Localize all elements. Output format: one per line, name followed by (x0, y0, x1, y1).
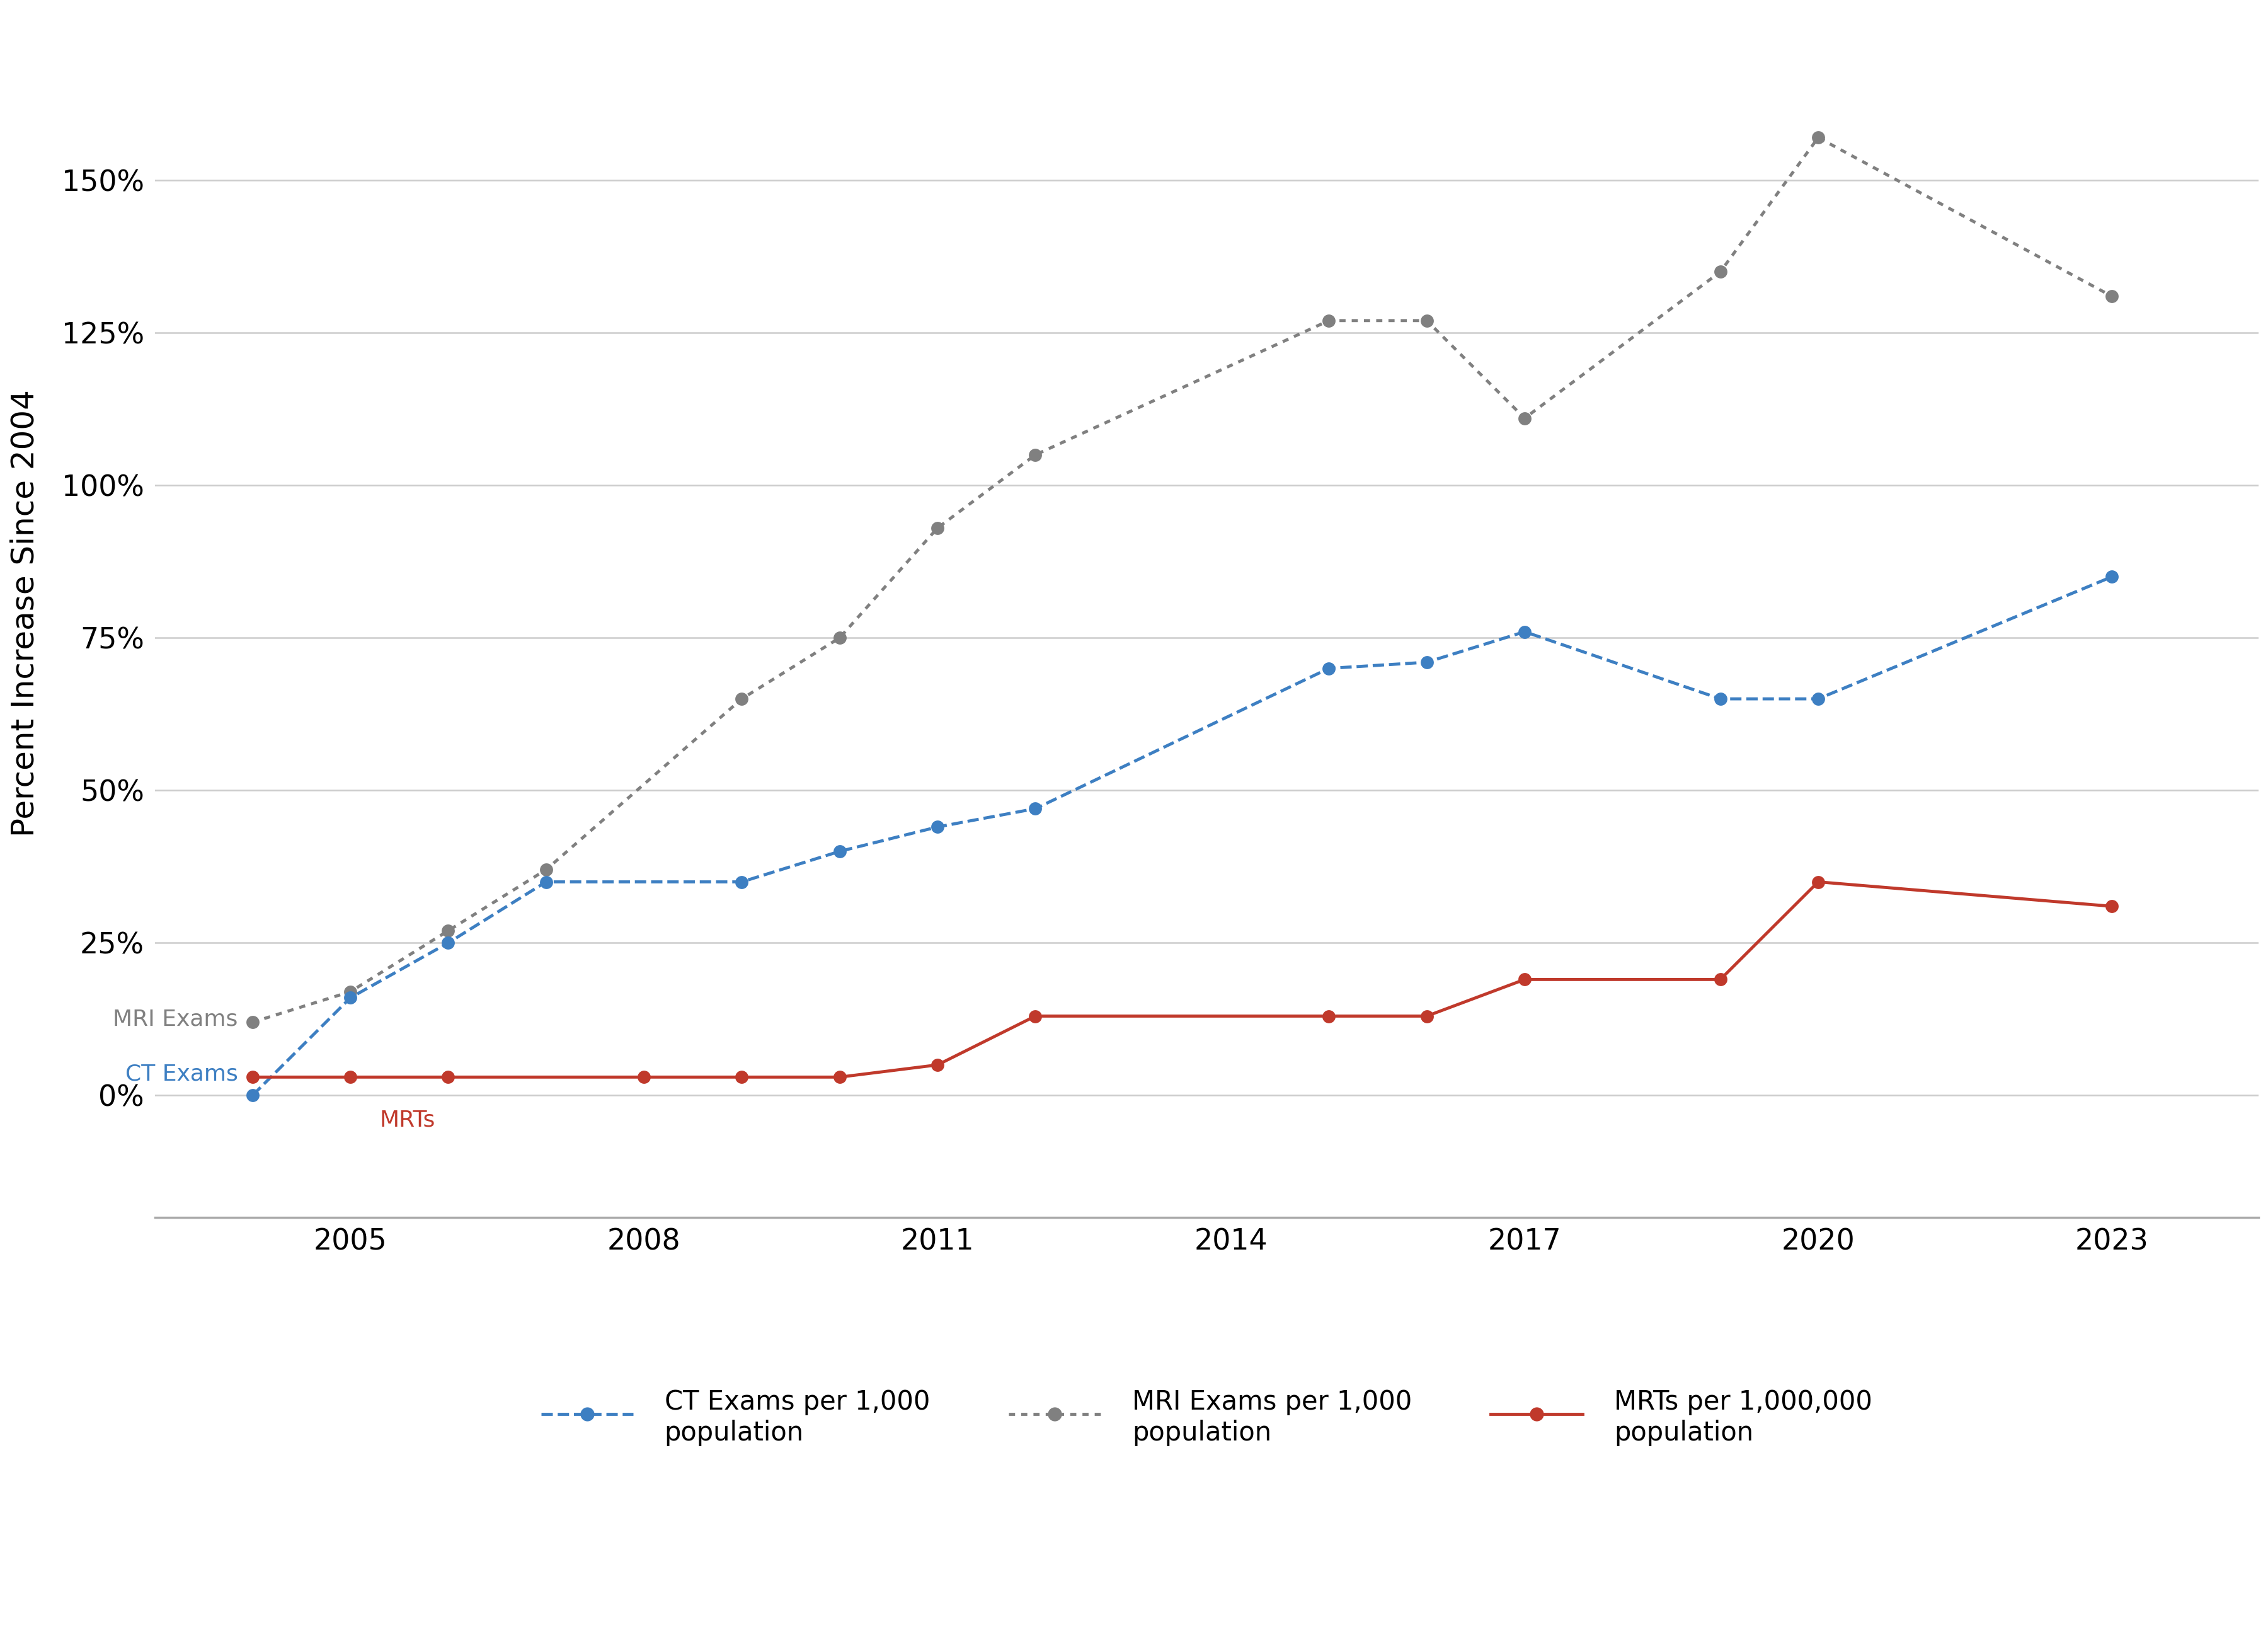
Y-axis label: Percent Increase Since 2004: Percent Increase Since 2004 (9, 390, 41, 838)
MRI Exams per 1,000
population (533, 861, 560, 880)
MRI Exams per 1,000
population (2098, 286, 2125, 306)
MRTs per 1,000,000
population (1708, 970, 1735, 989)
MRI Exams per 1,000
population (435, 921, 463, 940)
MRI Exams per 1,000
population (1510, 408, 1538, 428)
CT Exams per 1,000
population (1510, 622, 1538, 641)
MRTs per 1,000,000
population (1315, 1007, 1343, 1027)
CT Exams per 1,000
population (826, 841, 853, 861)
CT Exams per 1,000
population (923, 817, 950, 836)
MRI Exams per 1,000
population (1023, 446, 1050, 465)
CT Exams per 1,000
population (1315, 659, 1343, 678)
MRTs per 1,000,000
population (238, 1067, 265, 1087)
MRI Exams per 1,000
population (238, 1012, 265, 1032)
Line: CT Exams per 1,000
population: CT Exams per 1,000 population (245, 571, 2118, 1101)
MRI Exams per 1,000
population (336, 983, 363, 1002)
MRTs per 1,000,000
population (336, 1067, 363, 1087)
MRTs per 1,000,000
population (1805, 872, 1833, 892)
CT Exams per 1,000
population (1023, 799, 1050, 818)
CT Exams per 1,000
population (1805, 690, 1833, 709)
CT Exams per 1,000
population (336, 988, 363, 1007)
CT Exams per 1,000
population (238, 1085, 265, 1105)
MRTs per 1,000,000
population (631, 1067, 658, 1087)
MRI Exams per 1,000
population (826, 628, 853, 648)
Text: CT Exams: CT Exams (125, 1064, 238, 1085)
Line: MRI Exams per 1,000
population: MRI Exams per 1,000 population (245, 132, 2118, 1028)
CT Exams per 1,000
population (533, 872, 560, 892)
MRTs per 1,000,000
population (923, 1056, 950, 1075)
MRTs per 1,000,000
population (1413, 1007, 1440, 1027)
CT Exams per 1,000
population (2098, 568, 2125, 587)
Text: MRI Exams: MRI Exams (113, 1009, 238, 1030)
MRTs per 1,000,000
population (1510, 970, 1538, 989)
MRTs per 1,000,000
population (1023, 1007, 1050, 1027)
Legend: CT Exams per 1,000
population, MRI Exams per 1,000
population, MRTs per 1,000,00: CT Exams per 1,000 population, MRI Exams… (542, 1389, 1871, 1446)
MRI Exams per 1,000
population (1315, 311, 1343, 330)
MRI Exams per 1,000
population (1708, 262, 1735, 281)
MRI Exams per 1,000
population (1805, 129, 1833, 148)
CT Exams per 1,000
population (1708, 690, 1735, 709)
MRI Exams per 1,000
population (1413, 311, 1440, 330)
MRTs per 1,000,000
population (826, 1067, 853, 1087)
MRI Exams per 1,000
population (728, 690, 755, 709)
CT Exams per 1,000
population (1413, 652, 1440, 672)
CT Exams per 1,000
population (728, 872, 755, 892)
MRTs per 1,000,000
population (728, 1067, 755, 1087)
Text: MRTs: MRTs (379, 1110, 435, 1131)
MRI Exams per 1,000
population (923, 519, 950, 539)
CT Exams per 1,000
population (435, 934, 463, 953)
Line: MRTs per 1,000,000
population: MRTs per 1,000,000 population (245, 875, 2118, 1084)
MRTs per 1,000,000
population (435, 1067, 463, 1087)
MRTs per 1,000,000
population (2098, 896, 2125, 916)
